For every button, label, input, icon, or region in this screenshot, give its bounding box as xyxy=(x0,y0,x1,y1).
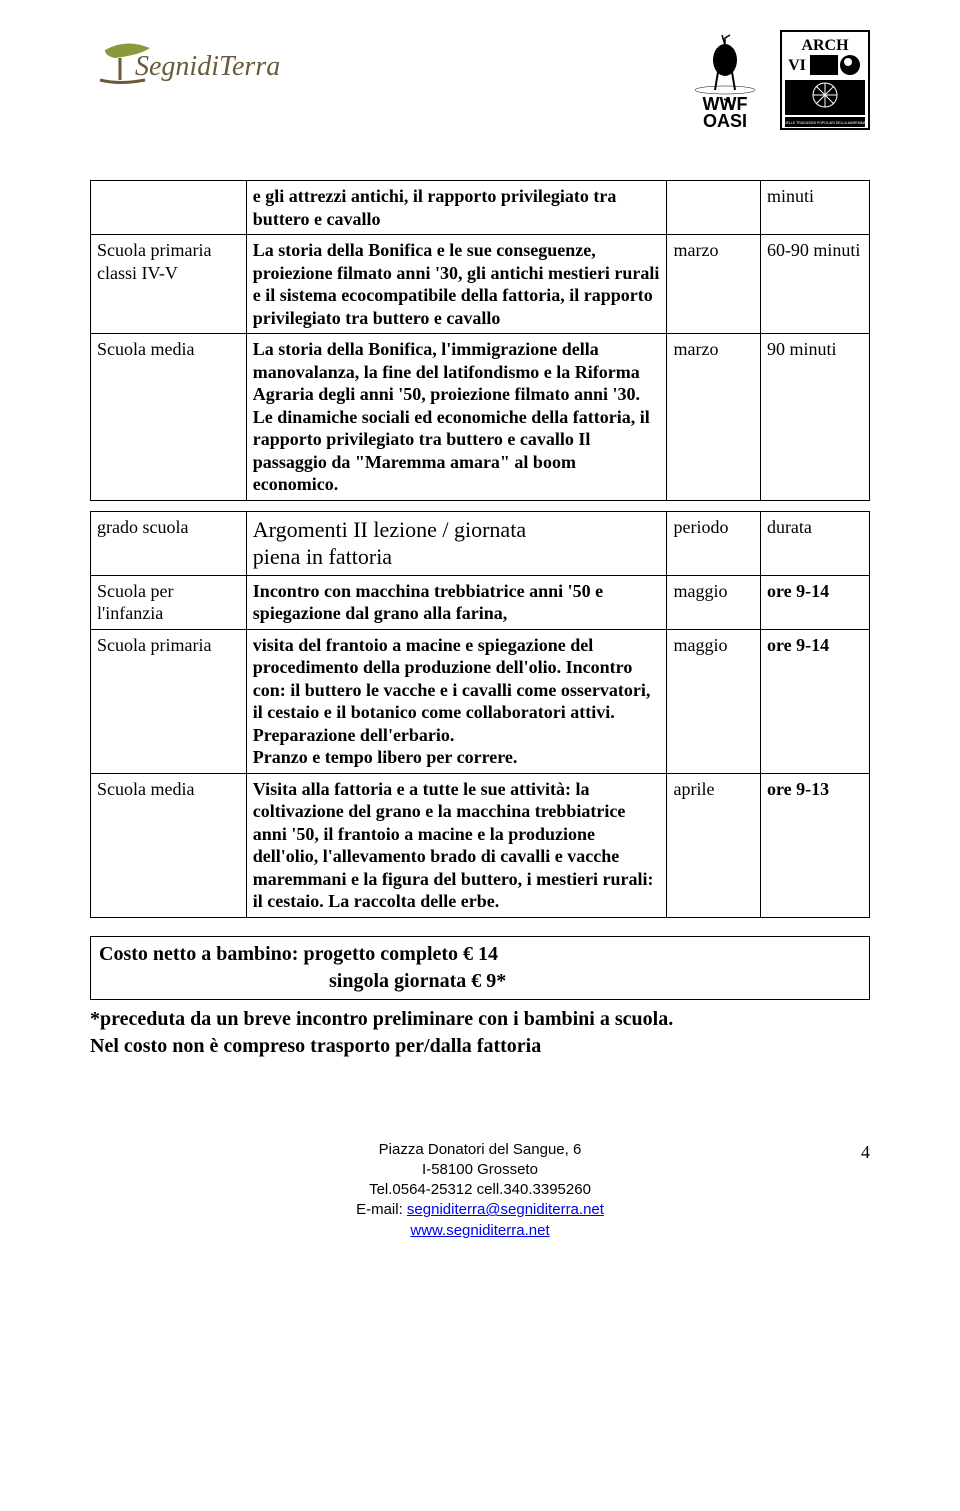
post-notes: *preceduta da un breve incontro prelimin… xyxy=(90,1006,870,1060)
cell-duration: ore 9-14 xyxy=(760,629,869,773)
header-content: Argomenti II lezione / giornata piena in… xyxy=(246,511,667,575)
cell-content: visita del frantoio a macine e spiegazio… xyxy=(246,629,667,773)
cell-content: Incontro con macchina trebbiatrice anni … xyxy=(246,575,667,629)
footer-phone: Tel.0564-25312 cell.340.3395260 xyxy=(90,1180,870,1200)
cell-content: La storia della Bonifica, l'immigrazione… xyxy=(246,334,667,501)
wwf-oasi-logo: WWF OASI xyxy=(690,30,760,130)
cell-grade: Scuola media xyxy=(91,773,247,917)
cell-duration: 60-90 minuti xyxy=(760,235,869,334)
page-container: SegnidiTerra WWF OASI ARCH VI xyxy=(0,0,960,1281)
header-logos: SegnidiTerra WWF OASI ARCH VI xyxy=(90,30,870,130)
cell-period: marzo xyxy=(667,334,760,501)
archivi-logo: ARCH VI DELLE TRADIZIONI POPOLARI DELLA … xyxy=(780,30,870,130)
logo-segniditerra: SegnidiTerra xyxy=(90,30,330,100)
footer-email-line: E-mail: segniditerra@segniditerra.net xyxy=(90,1200,870,1220)
svg-text:OASI: OASI xyxy=(703,111,747,130)
cell-duration: ore 9-14 xyxy=(760,575,869,629)
header-duration: durata xyxy=(760,511,869,575)
section-title-line2: piena in fattoria xyxy=(253,544,392,569)
footer: 4 Piazza Donatori del Sangue, 6 I-58100 … xyxy=(90,1140,870,1241)
cell-period: maggio xyxy=(667,629,760,773)
cell-period xyxy=(667,181,760,235)
svg-text:VI: VI xyxy=(788,57,806,74)
footer-email-link[interactable]: segniditerra@segniditerra.net xyxy=(407,1201,604,1218)
cell-grade: Scuola primaria classi IV-V xyxy=(91,235,247,334)
segniditerra-logo-svg: SegnidiTerra xyxy=(90,30,330,100)
table-row: Scuola primaria visita del frantoio a ma… xyxy=(91,629,870,773)
cell-grade: Scuola media xyxy=(91,334,247,501)
cell-grade: Scuola primaria xyxy=(91,629,247,773)
cost-line-1: Costo netto a bambino: progetto completo… xyxy=(99,941,861,968)
table-header-row: grado scuola Argomenti II lezione / gior… xyxy=(91,511,870,575)
svg-text:DELLE TRADIZIONI POPOLARI DELL: DELLE TRADIZIONI POPOLARI DELLA MAREMMA xyxy=(784,121,866,125)
table-lezione-1: e gli attrezzi antichi, il rapporto priv… xyxy=(90,180,870,501)
cost-line-2: singola giornata € 9* xyxy=(99,968,861,995)
cell-period: marzo xyxy=(667,235,760,334)
logos-right-group: WWF OASI ARCH VI xyxy=(690,30,870,130)
section-title-line1: Argomenti II lezione / giornata xyxy=(253,517,526,542)
header-period: periodo xyxy=(667,511,760,575)
cell-duration: ore 9-13 xyxy=(760,773,869,917)
page-number: 4 xyxy=(861,1140,870,1164)
cost-box: Costo netto a bambino: progetto completo… xyxy=(90,936,870,1000)
footer-address: Piazza Donatori del Sangue, 6 xyxy=(90,1140,870,1160)
header-grade: grado scuola xyxy=(91,511,247,575)
cell-content: Visita alla fattoria e a tutte le sue at… xyxy=(246,773,667,917)
cell-duration: minuti xyxy=(760,181,869,235)
note-line-2: Nel costo non è compreso trasporto per/d… xyxy=(90,1033,870,1060)
table-row: Scuola media La storia della Bonifica, l… xyxy=(91,334,870,501)
cell-content: e gli attrezzi antichi, il rapporto priv… xyxy=(246,181,667,235)
cell-grade: Scuola per l'infanzia xyxy=(91,575,247,629)
cell-duration: 90 minuti xyxy=(760,334,869,501)
table-row: Scuola media Visita alla fattoria e a tu… xyxy=(91,773,870,917)
footer-city: I-58100 Grosseto xyxy=(90,1160,870,1180)
cell-period: maggio xyxy=(667,575,760,629)
svg-text:ARCH: ARCH xyxy=(801,37,849,54)
table-row: e gli attrezzi antichi, il rapporto priv… xyxy=(91,181,870,235)
table-row: Scuola primaria classi IV-V La storia de… xyxy=(91,235,870,334)
footer-website-link[interactable]: www.segniditerra.net xyxy=(410,1222,549,1239)
svg-text:SegnidiTerra: SegnidiTerra xyxy=(135,51,280,82)
footer-email-label: E-mail: xyxy=(356,1201,407,1218)
table-lezione-2: grado scuola Argomenti II lezione / gior… xyxy=(90,511,870,918)
cell-period: aprile xyxy=(667,773,760,917)
note-line-1: *preceduta da un breve incontro prelimin… xyxy=(90,1006,870,1033)
cell-grade xyxy=(91,181,247,235)
table-row: Scuola per l'infanzia Incontro con macch… xyxy=(91,575,870,629)
cell-content: La storia della Bonifica e le sue conseg… xyxy=(246,235,667,334)
